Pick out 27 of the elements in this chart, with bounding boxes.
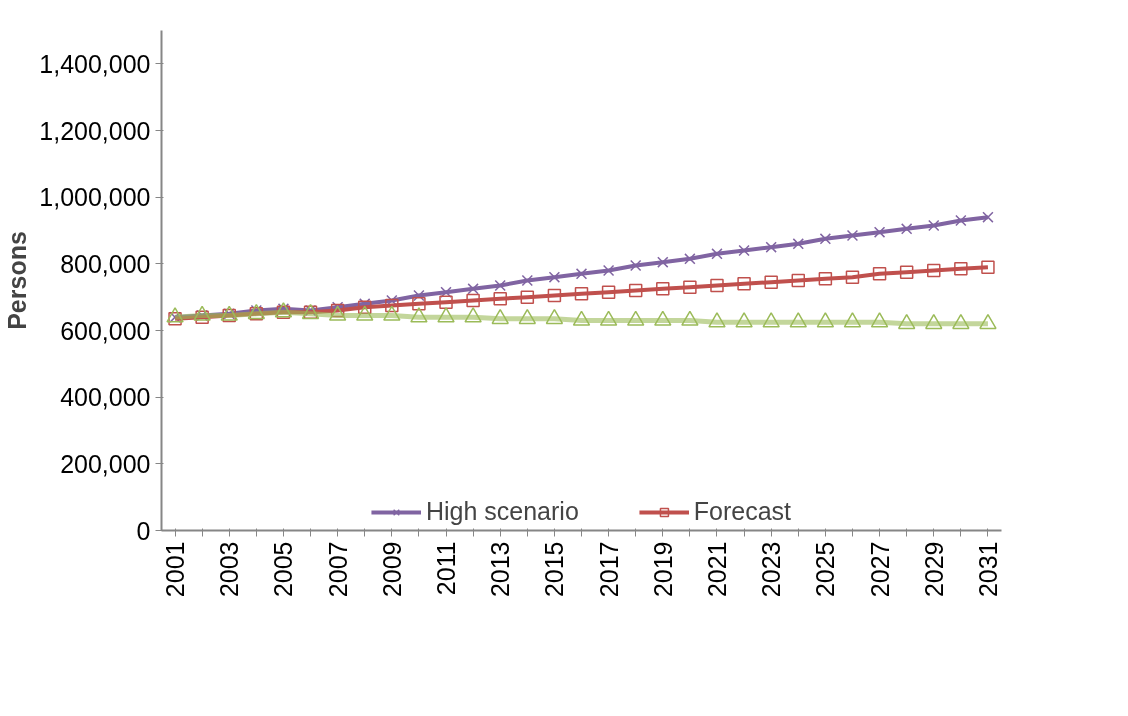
y-tick-label: 1,200,000 xyxy=(39,116,151,145)
y-tick-label: 1,000,000 xyxy=(39,183,151,212)
x-tick-label: 2029 xyxy=(919,541,948,598)
y-tick-label: 600,000 xyxy=(60,316,151,345)
x-tick-label: 2025 xyxy=(811,541,840,598)
y-tick-label: 800,000 xyxy=(60,249,151,278)
y-tick-label: 1,400,000 xyxy=(39,49,151,78)
legend-label: High scenario xyxy=(425,497,579,526)
x-tick-label: 2003 xyxy=(215,541,244,598)
y-tick-label: 400,000 xyxy=(60,383,151,412)
x-tick-label: 2021 xyxy=(702,541,731,598)
legend-label: Forecast xyxy=(693,497,792,526)
x-tick-label: 2015 xyxy=(540,541,569,598)
x-tick-label: 2019 xyxy=(648,541,677,598)
x-tick-label: 2005 xyxy=(269,541,298,598)
x-tick-label: 2023 xyxy=(757,541,786,598)
x-tick-label: 2013 xyxy=(486,541,515,598)
x-tick-label: 2011 xyxy=(432,541,461,596)
x-tick-label: 2009 xyxy=(377,541,406,598)
x-tick-label: 2007 xyxy=(323,541,352,598)
y-tick-label: 0 xyxy=(136,516,151,545)
y-axis-title: Persons xyxy=(3,231,32,330)
x-tick-label: 2017 xyxy=(594,541,623,598)
x-tick-label: 2027 xyxy=(865,541,894,598)
y-tick-label: 200,000 xyxy=(60,449,151,478)
x-tick-label: 2001 xyxy=(161,541,190,598)
x-tick-label: 2031 xyxy=(973,541,1002,598)
